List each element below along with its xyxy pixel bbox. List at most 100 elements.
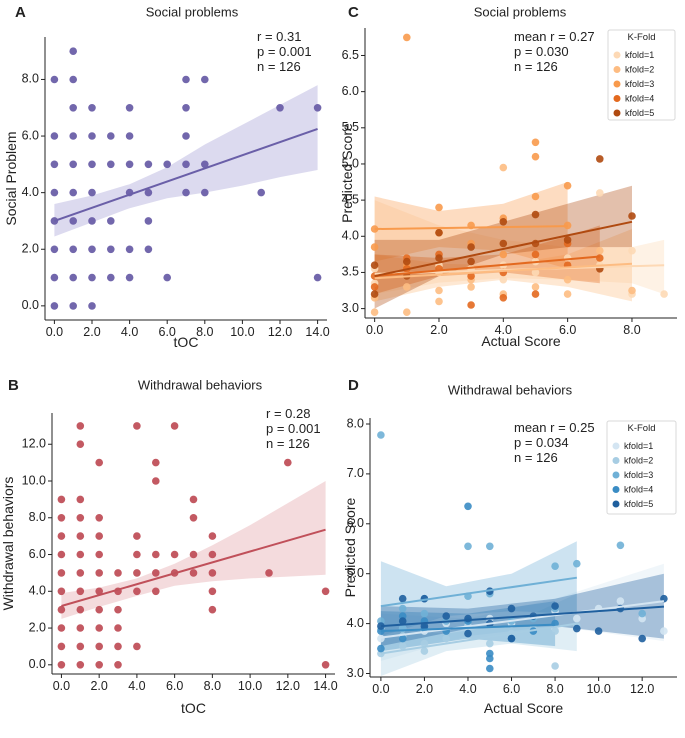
y-tick-label: 2.0 (29, 620, 46, 634)
data-point (69, 75, 77, 84)
y-tick-label: 6.0 (342, 84, 359, 98)
panel-label: D (348, 377, 359, 394)
data-point (499, 250, 508, 259)
x-tick-label: 10.0 (586, 682, 610, 696)
data-point (163, 273, 171, 282)
y-tick-label: 4.0 (342, 229, 359, 243)
data-point (125, 104, 134, 112)
panel-label: C (348, 4, 359, 21)
data-point (201, 75, 209, 84)
panel-b: B Withdrawal behaviors 0.0 2.0 4.0 6.0 8.0 10.0… (0, 377, 338, 716)
data-point (114, 569, 122, 577)
data-point (467, 243, 475, 251)
data-point (276, 104, 284, 112)
data-point (95, 661, 103, 669)
data-point (76, 495, 85, 504)
x-tick-label: 6.0 (559, 323, 576, 337)
legend-entry: kfold=3 (625, 79, 654, 89)
data-point (95, 569, 103, 577)
data-point (403, 308, 411, 317)
data-point (531, 210, 540, 219)
data-point (563, 290, 572, 298)
data-point (321, 587, 330, 596)
x-tick-label: 4.0 (128, 679, 145, 693)
y-tick-label: 6.0 (22, 128, 39, 142)
data-point (133, 642, 141, 651)
data-point (133, 532, 141, 540)
data-point (594, 627, 603, 635)
y-tick-label: 4.5 (342, 192, 359, 206)
chart-title: Social problems (474, 4, 567, 19)
x-tick-label: 4.0 (459, 682, 476, 696)
data-point (499, 218, 508, 226)
data-point (152, 569, 160, 577)
data-point (76, 642, 85, 651)
data-point (125, 160, 134, 169)
regression-line (374, 220, 633, 278)
data-point (398, 634, 407, 643)
x-axis-label: tOC (174, 334, 199, 350)
data-point (573, 614, 581, 623)
data-point (182, 188, 190, 197)
data-point (628, 246, 636, 255)
panel-c: C Social problems 0.0 2.0 4.0 6.0 8.0 3.0 3.5 4.0… (339, 4, 677, 349)
regression-line (380, 600, 665, 639)
data-point (95, 605, 103, 614)
stat-annotation: p = 0.030 (514, 44, 569, 59)
data-point (420, 647, 429, 655)
data-point (133, 422, 141, 430)
data-point (551, 662, 559, 670)
data-point (152, 477, 160, 485)
data-point (133, 550, 141, 559)
y-tick-label: 3.5 (342, 265, 359, 279)
y-axis-label: Withdrawal behaviors (0, 477, 16, 611)
data-point (107, 160, 115, 169)
data-point (467, 257, 475, 266)
data-point (95, 514, 103, 522)
legend-entry: kfold=1 (624, 441, 653, 451)
regression-line (380, 622, 577, 655)
data-point (398, 604, 407, 613)
data-point (182, 75, 190, 84)
legend: K-Fold kfold=1 kfold=2 kfold=3 kfold=4 kfold=… (606, 420, 677, 515)
legend-marker (612, 442, 620, 450)
legend-marker (613, 80, 621, 88)
stat-annotation: n = 126 (514, 59, 558, 74)
data-point (76, 422, 85, 430)
stat-annotation: p = 0.001 (266, 421, 321, 436)
legend-entry: kfold=5 (625, 108, 654, 118)
data-point (88, 188, 96, 197)
data-point (596, 189, 604, 197)
data-point (208, 605, 217, 614)
data-point (189, 514, 198, 522)
regression-line (374, 255, 600, 278)
y-tick-label: 4.0 (347, 616, 364, 630)
data-point (467, 272, 475, 280)
data-point (170, 550, 179, 559)
data-point (531, 268, 540, 277)
data-point (69, 132, 77, 140)
chart-title: Social problems (146, 4, 239, 19)
x-tick-label: 12.0 (268, 325, 292, 339)
data-point (628, 286, 636, 295)
data-point (182, 104, 190, 112)
data-point (76, 440, 85, 449)
data-point (435, 254, 443, 262)
data-point (377, 644, 385, 653)
data-point (69, 273, 77, 282)
data-point (88, 132, 96, 140)
data-point (563, 236, 572, 244)
data-point (486, 639, 494, 648)
data-point (107, 132, 115, 140)
data-point (596, 254, 604, 262)
data-point (370, 225, 379, 233)
y-axis-label: Predicted Score (342, 497, 358, 597)
data-point (50, 160, 59, 169)
data-point (88, 302, 96, 310)
panel-a: A Social problems 0.0 2.0 4.0 6.0 8.0 10.0 12.0 1… (3, 4, 330, 350)
panel-d: D Withdrawal behaviors 0.0 2.0 4.0 6.0 8.0 10.0… (342, 377, 677, 716)
regression-line (380, 605, 665, 628)
data-point (125, 132, 134, 140)
legend-title: K-Fold (628, 32, 656, 43)
stat-annotation: n = 126 (266, 436, 310, 451)
